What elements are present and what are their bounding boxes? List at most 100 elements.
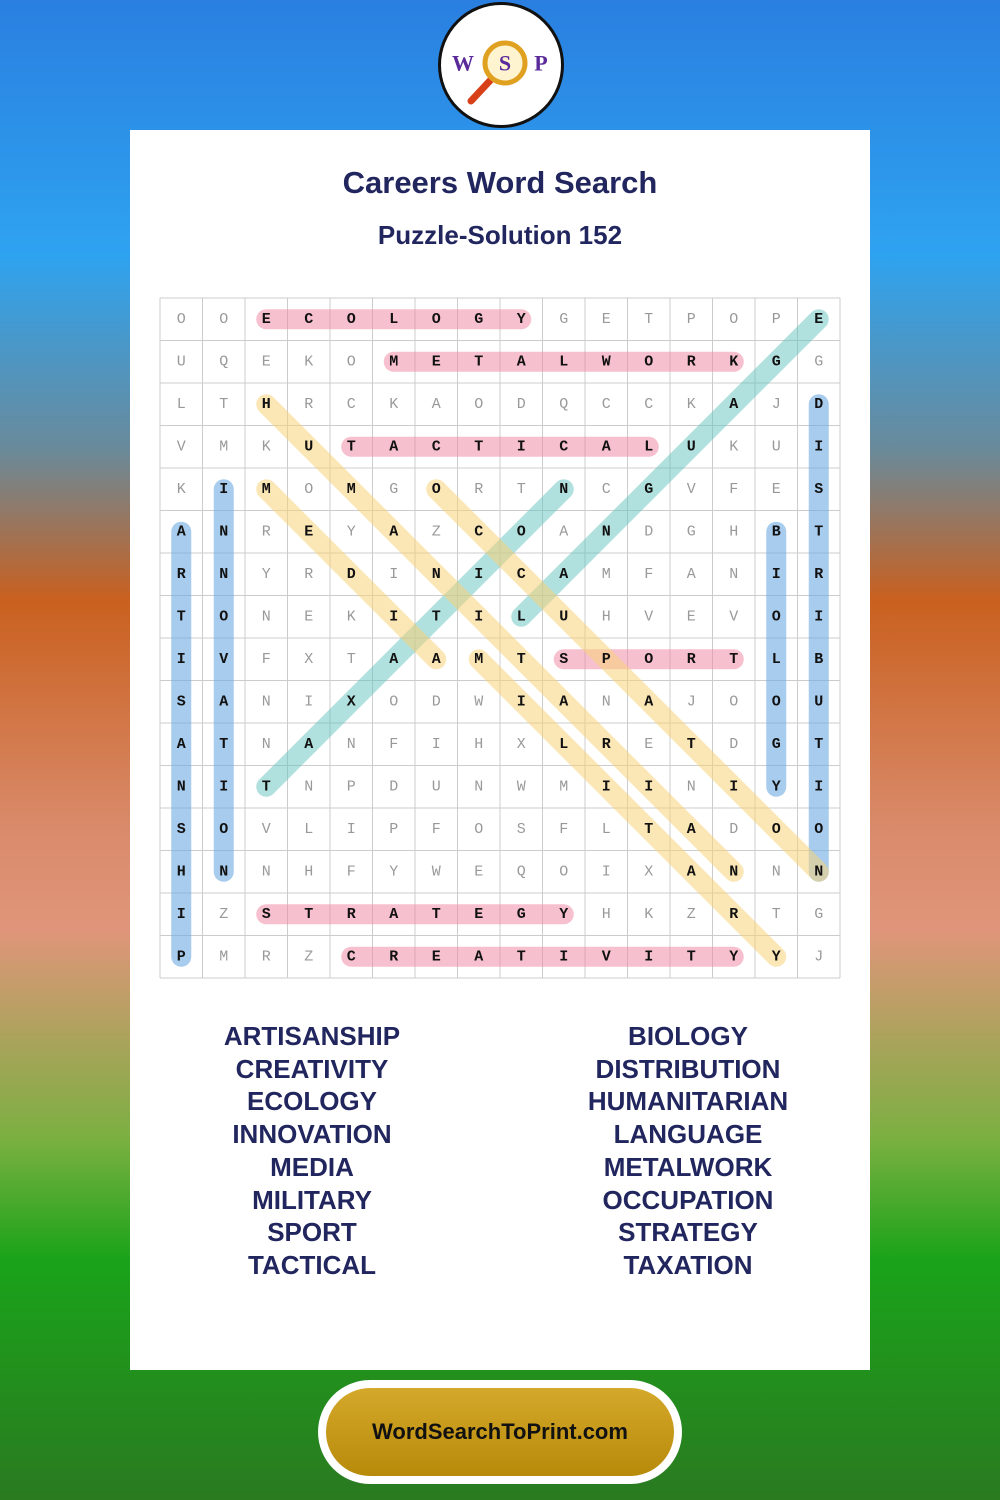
grid-letter: I xyxy=(389,608,398,625)
grid-letter: R xyxy=(474,481,483,498)
grid-letter: K xyxy=(729,438,738,455)
grid-letter: A xyxy=(177,736,186,753)
grid-letter: F xyxy=(347,863,356,880)
grid-letter: H xyxy=(474,736,483,753)
grid-letter: Y xyxy=(262,566,271,583)
grid-letter: E xyxy=(814,311,823,328)
logo-letter: W xyxy=(452,51,474,76)
word: INNOVATION xyxy=(232,1119,392,1150)
grid-letter: O xyxy=(772,608,781,625)
grid-letter: I xyxy=(644,778,653,795)
grid-letter: M xyxy=(219,438,228,455)
grid-letter: M xyxy=(347,481,356,498)
word: SPORT xyxy=(267,1217,357,1248)
logo-letter: S xyxy=(499,51,511,76)
grid-letter: A xyxy=(559,523,568,540)
grid-letter: J xyxy=(687,693,696,710)
footer-button[interactable]: WordSearchToPrint.com xyxy=(318,1380,682,1484)
grid-letter: P xyxy=(772,311,781,328)
grid-letter: L xyxy=(517,608,526,625)
word: BIOLOGY xyxy=(628,1021,748,1051)
grid-letter: E xyxy=(474,863,483,880)
grid-letter: D xyxy=(814,396,823,413)
grid-letter: K xyxy=(347,608,356,625)
grid-letter: I xyxy=(517,438,526,455)
grid-letter: A xyxy=(559,693,568,710)
grid-letter: M xyxy=(559,778,568,795)
grid-letter: G xyxy=(687,523,696,540)
footer-link[interactable]: WordSearchToPrint.com xyxy=(326,1388,674,1476)
word: STRATEGY xyxy=(618,1217,758,1248)
grid-letter: A xyxy=(304,736,313,753)
grid-letter: N xyxy=(177,778,186,795)
grid-letter: O xyxy=(474,821,483,838)
grid-letter: V xyxy=(177,438,186,455)
grid-letter: T xyxy=(517,948,526,965)
grid-letter: R xyxy=(304,396,313,413)
word: OCCUPATION xyxy=(602,1184,774,1215)
grid-letter: H xyxy=(262,396,271,413)
grid-letter: T xyxy=(772,906,781,923)
grid-letter: K xyxy=(729,353,738,370)
grid-letter: D xyxy=(517,396,526,413)
grid-letter: E xyxy=(432,353,441,370)
grid-letter: A xyxy=(219,693,228,710)
grid-letter: E xyxy=(602,311,611,328)
grid-letter: I xyxy=(177,651,186,668)
logo-letter: P xyxy=(534,51,547,76)
highlight xyxy=(426,479,829,882)
grid-letter: X xyxy=(347,693,356,710)
grid-letter: T xyxy=(687,736,696,753)
grid-letter: F xyxy=(432,821,441,838)
grid-letter: Y xyxy=(389,863,398,880)
grid-letter: I xyxy=(219,778,228,795)
grid-letter: G xyxy=(389,481,398,498)
grid-letter: N xyxy=(304,778,313,795)
grid-letter: B xyxy=(814,651,823,668)
grid-letter: A xyxy=(389,523,398,540)
grid-letter: I xyxy=(729,778,738,795)
grid-letter: T xyxy=(304,906,313,923)
grid-letter: K xyxy=(262,438,271,455)
grid-letter: T xyxy=(432,608,441,625)
grid-letter: N xyxy=(814,863,823,880)
grid-letter: P xyxy=(687,311,696,328)
grid-letter: T xyxy=(517,651,526,668)
grid-letter: W xyxy=(517,778,526,795)
grid-letter: O xyxy=(219,821,228,838)
grid-letter: O xyxy=(729,311,738,328)
grid-letter: C xyxy=(602,396,611,413)
grid-letter: V xyxy=(602,948,611,965)
grid-letter: A xyxy=(602,438,611,455)
grid-letter: O xyxy=(474,396,483,413)
grid-letter: L xyxy=(389,311,398,328)
grid-letter: H xyxy=(177,863,186,880)
grid-letter: Y xyxy=(772,948,781,965)
grid-letter: N xyxy=(729,566,738,583)
grid-letter: M xyxy=(219,948,228,965)
grid-letter: K xyxy=(389,396,398,413)
grid-letter: X xyxy=(644,863,653,880)
grid-letter: O xyxy=(772,693,781,710)
grid-letter: E xyxy=(644,736,653,753)
grid-letter: T xyxy=(814,736,823,753)
grid-letter: E xyxy=(304,608,313,625)
grid-letter: H xyxy=(304,863,313,880)
grid-letter: O xyxy=(729,693,738,710)
grid-letter: M xyxy=(474,651,483,668)
grid-letter: N xyxy=(602,523,611,540)
grid-letter: R xyxy=(262,523,271,540)
grid-letter: U xyxy=(304,438,313,455)
grid-letter: N xyxy=(262,863,271,880)
grid-letter: O xyxy=(347,353,356,370)
grid-letter: N xyxy=(347,736,356,753)
grid-letter: E xyxy=(262,353,271,370)
grid-letter: T xyxy=(729,651,738,668)
word: CREATIVITY xyxy=(235,1053,389,1084)
grid-letter: H xyxy=(729,523,738,540)
grid-letter: L xyxy=(177,396,186,413)
grid-letter: V xyxy=(219,651,228,668)
grid-letter: Y xyxy=(729,948,738,965)
grid-letter: T xyxy=(219,396,228,413)
